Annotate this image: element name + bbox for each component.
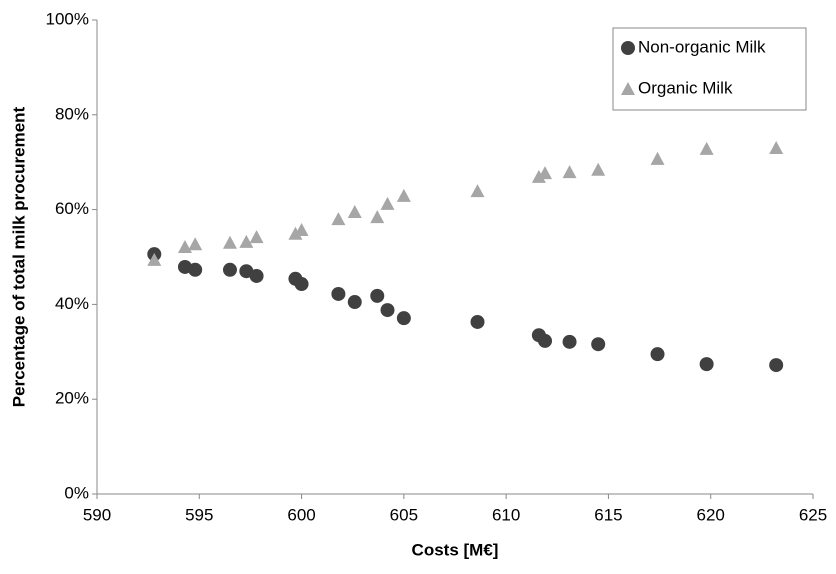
- y-tick-label: 100%: [46, 9, 89, 28]
- point: [769, 358, 784, 373]
- point: [470, 184, 485, 198]
- point: [370, 288, 385, 303]
- point: [331, 286, 346, 301]
- y-tick-label: 40%: [55, 294, 89, 313]
- point: [562, 165, 577, 179]
- x-tick-label: 610: [492, 505, 520, 524]
- point: [650, 347, 665, 362]
- point: [177, 240, 192, 254]
- x-tick-label: 620: [697, 505, 725, 524]
- point: [538, 333, 553, 348]
- point: [249, 268, 264, 283]
- x-axis-label: Costs [M€]: [412, 540, 499, 559]
- point: [591, 162, 606, 176]
- point: [380, 303, 395, 318]
- x-tick-label: 625: [799, 505, 827, 524]
- point: [347, 204, 362, 218]
- point: [470, 314, 485, 329]
- point: [331, 212, 346, 226]
- point: [380, 196, 395, 210]
- point: [222, 262, 237, 277]
- point: [396, 311, 411, 326]
- x-tick-label: 595: [185, 505, 213, 524]
- point: [188, 262, 203, 277]
- x-tick-label: 605: [390, 505, 418, 524]
- point: [769, 140, 784, 154]
- point: [562, 334, 577, 349]
- marker: [621, 82, 635, 95]
- point: [294, 222, 309, 236]
- legend-label: Non-organic Milk: [638, 37, 766, 56]
- y-tick-label: 0%: [64, 483, 89, 502]
- x-tick-label: 615: [594, 505, 622, 524]
- point: [370, 210, 385, 224]
- marker: [621, 41, 635, 55]
- point: [531, 169, 546, 183]
- point: [239, 234, 254, 248]
- point: [222, 235, 237, 249]
- point: [396, 188, 411, 202]
- point: [347, 295, 362, 310]
- y-axis-label: Percentage of total milk procurement: [9, 106, 28, 407]
- point: [294, 277, 309, 292]
- point: [188, 237, 203, 251]
- point: [650, 151, 665, 165]
- point: [288, 226, 303, 240]
- point: [591, 337, 606, 352]
- legend-label: Organic Milk: [638, 78, 733, 97]
- point: [147, 252, 162, 266]
- point: [699, 141, 714, 155]
- point: [249, 230, 264, 244]
- x-tick-label: 590: [83, 505, 111, 524]
- y-tick-label: 20%: [55, 389, 89, 408]
- legend-box: [612, 27, 807, 111]
- y-tick-label: 80%: [55, 104, 89, 123]
- point: [699, 357, 714, 372]
- y-tick-label: 60%: [55, 199, 89, 218]
- point: [538, 166, 553, 180]
- x-tick-label: 600: [287, 505, 315, 524]
